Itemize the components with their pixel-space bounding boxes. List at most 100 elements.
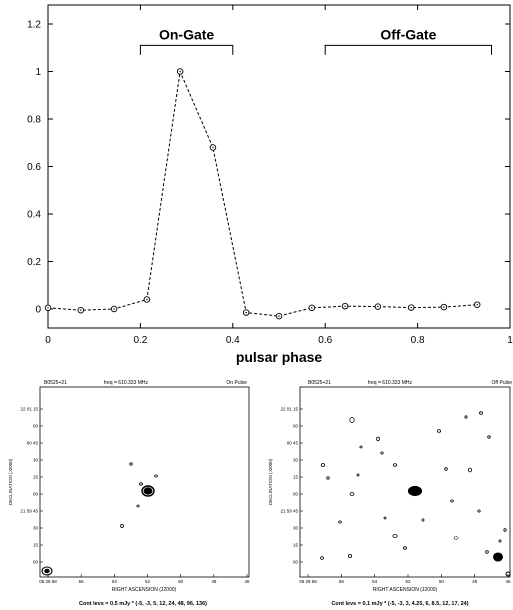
map-y-tick-label: 21 59 45	[280, 509, 298, 514]
y-tick-label: 0.2	[27, 257, 41, 268]
contour	[453, 536, 459, 540]
map-left-ylabel: DECLINATION (J2000)	[8, 458, 13, 505]
x-tick-label: 1	[507, 335, 513, 346]
map-left-frame	[39, 386, 250, 578]
contour	[326, 476, 330, 480]
map-y-tick-label: 00	[33, 492, 39, 497]
data-point-center	[212, 146, 214, 149]
source-contour-core	[143, 487, 153, 495]
contour	[479, 411, 483, 415]
map-y-tick-label: 15	[33, 475, 39, 480]
map-right-ylabel: DECLINATION (J2000)	[268, 458, 273, 505]
x-axis-label: pulsar phase	[236, 349, 323, 365]
map-y-tick-label: 22 01 15	[280, 407, 298, 412]
data-point-center	[311, 307, 313, 309]
data-point-center	[80, 309, 82, 311]
contour	[464, 415, 468, 419]
off-gate-bracket	[324, 44, 493, 55]
contour	[503, 528, 507, 532]
map-y-tick-label: 00	[33, 560, 39, 565]
contour	[356, 473, 360, 477]
contour	[320, 556, 324, 560]
profile-series-line	[47, 69, 478, 317]
map-x-tick-label: 48	[472, 579, 478, 584]
map-left-source: B0525+21	[44, 380, 67, 386]
contour	[383, 516, 387, 520]
map-x-tick-label: 05 28 58	[299, 579, 317, 584]
data-point-center	[179, 70, 181, 73]
contour	[467, 467, 472, 473]
map-y-tick-label: 15	[33, 543, 39, 548]
beam-box	[41, 566, 53, 576]
map-right-freq: freq = 610.333 MHz	[368, 380, 413, 386]
contour	[403, 546, 407, 550]
map-x-tick-label: 52	[145, 579, 151, 584]
contour	[349, 417, 355, 423]
strong-field-source	[493, 552, 503, 562]
off-gate-label: Off-Gate	[380, 26, 436, 42]
map-x-tick-label: 50	[178, 579, 184, 584]
source-contour	[407, 485, 423, 497]
data-point-center	[443, 306, 445, 308]
contour	[487, 435, 491, 439]
y-tick-label: 0	[35, 305, 41, 316]
data-point-center	[47, 307, 49, 309]
profile-frame	[47, 4, 511, 329]
map-y-tick-label: 30	[33, 526, 39, 531]
map-x-tick-label: 54	[372, 579, 378, 584]
contour	[320, 463, 326, 467]
map-left-caption: Cont levs = 0.5 mJy * (-5, -3, 5, 12, 24…	[79, 601, 207, 607]
map-y-tick-label: 00 45	[287, 441, 299, 446]
on-gate-label: On-Gate	[159, 26, 214, 42]
map-left-xlabel: RIGHT ASCENSION (J2000)	[112, 587, 177, 593]
contour	[349, 491, 355, 496]
x-tick-label: 0.2	[133, 335, 147, 346]
map-y-tick-label: 15	[293, 543, 299, 548]
map-right-caption: Cont levs = 0.1 mJy * (-5, -3, 3, 4.25, …	[331, 601, 468, 607]
contour	[154, 474, 158, 478]
map-x-tick-label: 56	[79, 579, 85, 584]
map-right-xlabel: RIGHT ASCENSION (J2000)	[373, 587, 438, 593]
contour	[138, 482, 143, 486]
contour	[498, 539, 502, 543]
contour	[129, 462, 133, 466]
contour	[347, 554, 352, 559]
contour	[136, 504, 140, 508]
x-tick-label: 0.6	[318, 335, 332, 346]
map-y-tick-label: 00	[293, 560, 299, 565]
x-tick-label: 0.8	[411, 335, 425, 346]
contour	[450, 499, 454, 503]
map-x-tick-label: 48	[211, 579, 217, 584]
profile-plot: 0 0.2 0.4 0.6 0.8 1 0 0.2 0.4 0.6 0.8 1 1.2 On-Gate O…	[27, 4, 513, 365]
map-right-frame	[299, 386, 511, 578]
data-point-center	[476, 304, 478, 306]
map-y-tick-label: 00	[293, 492, 299, 497]
map-x-tick-label: 50	[439, 579, 445, 584]
data-point-center	[146, 298, 148, 301]
map-x-tick-label: 56	[339, 579, 345, 584]
x-tick-label: 0	[45, 335, 51, 346]
map-y-tick-label: 21 59 45	[20, 509, 38, 514]
map-x-tick-label: 46	[244, 579, 250, 584]
contour	[380, 451, 384, 455]
contour	[444, 467, 448, 471]
on-pulse-map: B0525+21 freq = 610.333 MHz On Pulse 05 …	[8, 380, 250, 607]
data-point-center	[377, 305, 379, 308]
map-y-tick-label: 30	[293, 526, 299, 531]
x-tick-label: 0.4	[226, 335, 240, 346]
map-x-tick-label: 52	[405, 579, 411, 584]
on-gate-bracket	[139, 44, 234, 55]
y-tick-label: 0.6	[27, 162, 41, 173]
map-left-label: On Pulse	[226, 380, 247, 386]
y-tick-label: 0.4	[27, 210, 41, 221]
map-y-tick-label: 30	[293, 458, 299, 463]
contour	[359, 445, 363, 449]
contour	[338, 520, 342, 524]
beam-shape	[505, 571, 511, 577]
map-y-tick-label: 30	[33, 458, 39, 463]
map-right-label: Off Pulse	[492, 380, 513, 386]
map-y-tick-label: 00	[33, 424, 39, 429]
data-point-center	[278, 315, 280, 317]
data-point-center	[410, 306, 412, 309]
